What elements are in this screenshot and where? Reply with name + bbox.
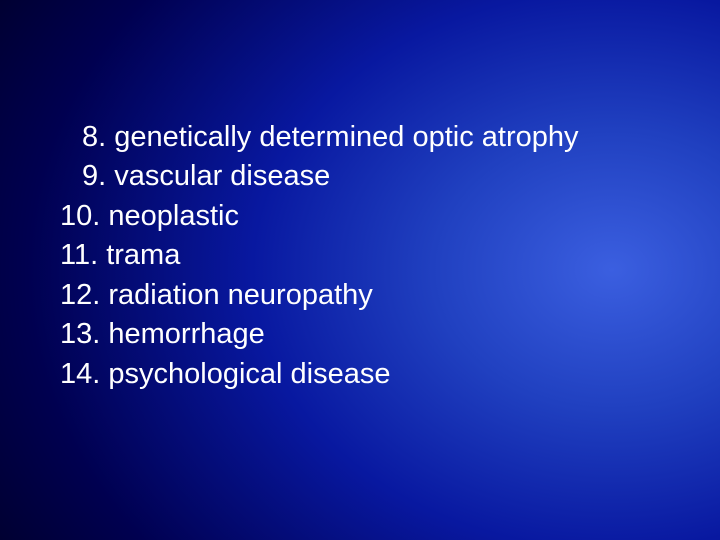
list-item: 13. hemorrhage [60, 315, 680, 354]
list-item: 12. radiation neuropathy [60, 276, 680, 315]
list-item: 11. trama [60, 236, 680, 275]
list-item: 10. neoplastic [60, 197, 680, 236]
slide: 8. genetically determined optic atrophy … [0, 0, 720, 540]
list-item: 14. psychological disease [60, 355, 680, 394]
slide-content: 8. genetically determined optic atrophy … [60, 118, 680, 394]
list-item: 8. genetically determined optic atrophy [60, 118, 680, 157]
list-item: 9. vascular disease [60, 157, 680, 196]
